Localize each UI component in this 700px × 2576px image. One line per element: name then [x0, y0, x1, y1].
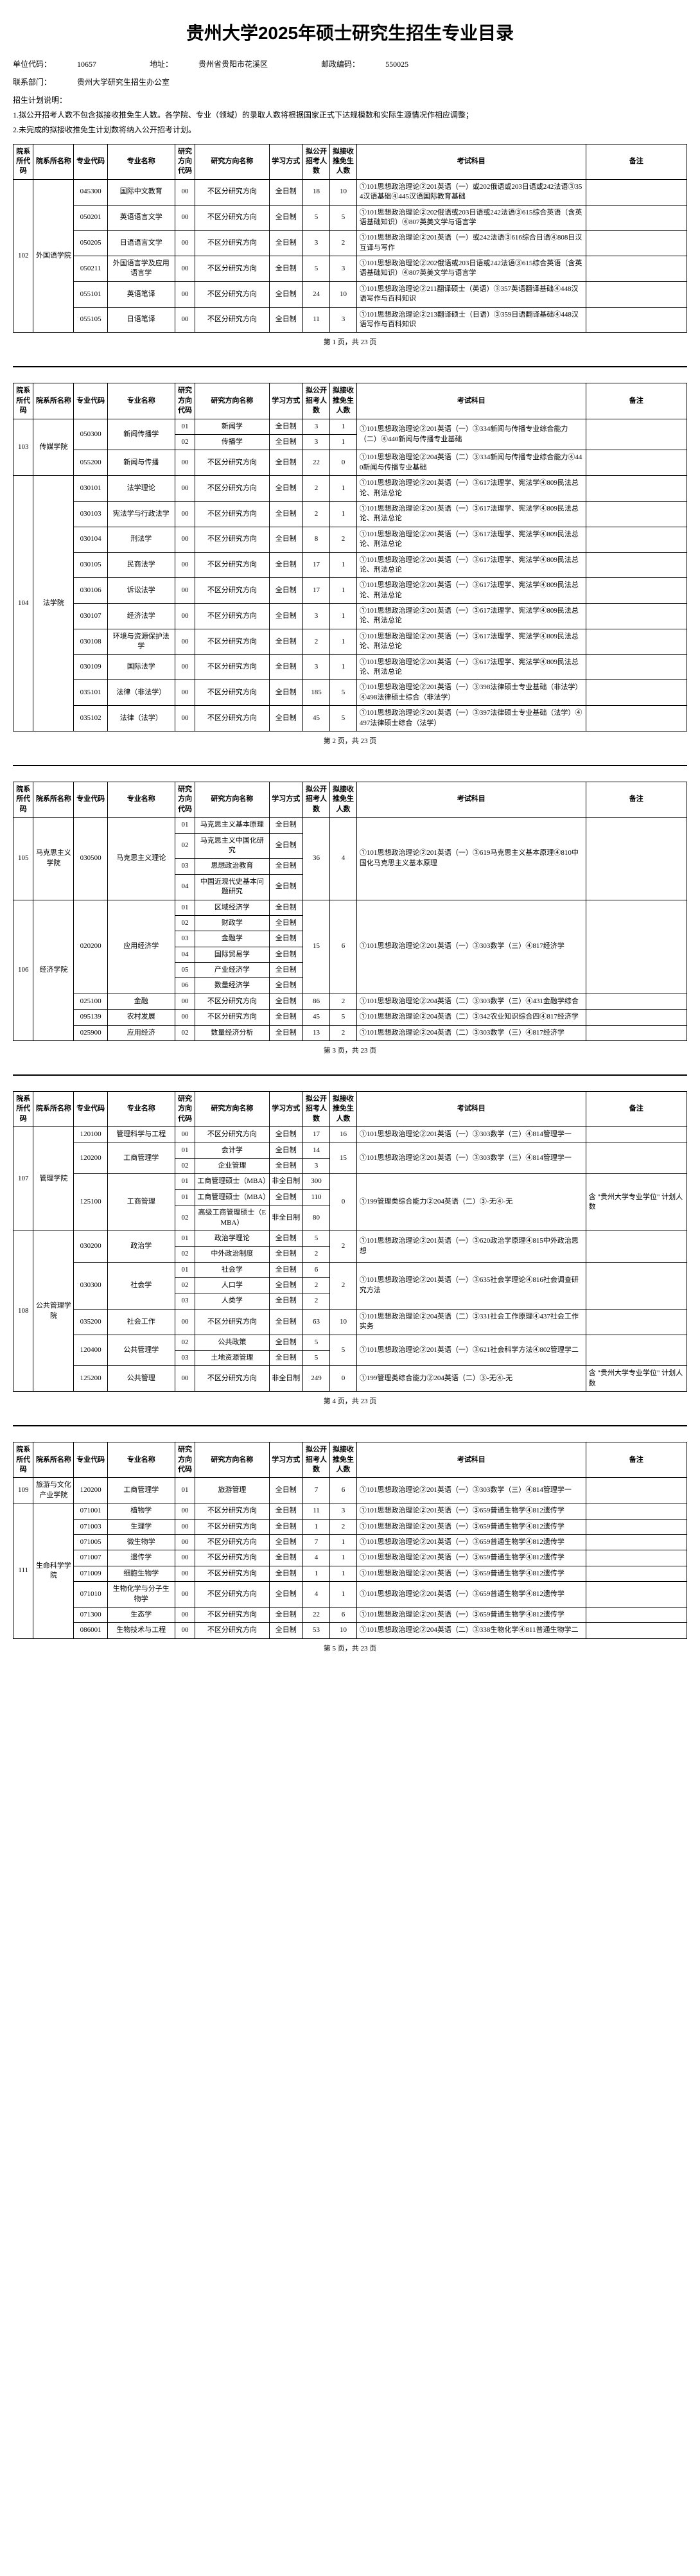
table-row: 109旅游与文化产业学院120200工商管理学01旅游管理全日制76①101思想… — [13, 1478, 687, 1503]
table-row: 125200公共管理00不区分研究方向非全日制2490①199管理类综合能力②2… — [13, 1366, 687, 1392]
table-row: 030106诉讼法学00不区分研究方向全日制171①101思想政治理论②201英… — [13, 578, 687, 604]
table-row: 035200社会工作00不区分研究方向全日制6310①101思想政治理论②204… — [13, 1309, 687, 1335]
table-row: 030103宪法学与行政法学00不区分研究方向全日制21①101思想政治理论②2… — [13, 501, 687, 527]
table-row: 120400公共管理学02公共政策全日制55①101思想政治理论②201英语（一… — [13, 1335, 687, 1350]
table-row: 086001生物技术与工程00不区分研究方向全日制5310①101思想政治理论②… — [13, 1623, 687, 1638]
table-head: 院系所代码院系所名称 专业代码专业名称 研究方向代码研究方向名称 学习方式拟公开… — [13, 144, 687, 179]
table-row: 050205日语语言文学00不区分研究方向全日制32①101思想政治理论②201… — [13, 231, 687, 256]
table-row: 120200工商管理学01会计学全日制1415①101思想政治理论②201英语（… — [13, 1143, 687, 1158]
table-row: 106经济学院020200应用经济学01区域经济学全日制156①101思想政治理… — [13, 900, 687, 915]
catalog-table-p3: 院系所代码院系所名称 专业代码专业名称 研究方向代码研究方向名称 学习方式拟公开… — [13, 782, 687, 1041]
table-row: 030105民商法学00不区分研究方向全日制171①101思想政治理论②201英… — [13, 552, 687, 578]
header-meta: 单位代码：10657 地址：贵州省贵阳市花溪区 邮政编码：550025 — [13, 58, 687, 72]
table-row: 055105日语笔译00不区分研究方向全日制113①101思想政治理论②213翻… — [13, 307, 687, 333]
table-row: 025100金融00不区分研究方向全日制862①101思想政治理论②204英语（… — [13, 994, 687, 1009]
catalog-table-p5: 院系所代码院系所名称 专业代码专业名称 研究方向代码研究方向名称 学习方式拟公开… — [13, 1442, 687, 1638]
catalog-table-p2: 院系所代码院系所名称 专业代码专业名称 研究方向代码研究方向名称 学习方式拟公开… — [13, 383, 687, 732]
table-row: 071005微生物学00不区分研究方向全日制71①101思想政治理论②201英语… — [13, 1534, 687, 1550]
table-row: 125100工商管理01工商管理硕士（MBA）非全日制3000①199管理类综合… — [13, 1174, 687, 1189]
table-row: 095139农村发展00不区分研究方向全日制455①101思想政治理论②204英… — [13, 1010, 687, 1025]
table-row: 071003生理学00不区分研究方向全日制12①101思想政治理论②201英语（… — [13, 1519, 687, 1534]
table-row: 050201英语语言文学00不区分研究方向全日制55①101思想政治理论②202… — [13, 205, 687, 231]
table-row: 104法学院030101法学理论00不区分研究方向全日制21①101思想政治理论… — [13, 476, 687, 502]
table-row: 105马克思主义学院030500马克思主义理论01马克思主义基本原理全日制364… — [13, 818, 687, 833]
pager: 第 1 页，共 23 页 — [13, 337, 687, 347]
table-row: 108公共管理学院030200政治学01政治学理论全日制52①101思想政治理论… — [13, 1231, 687, 1246]
table-row: 107管理学院120100管理科学与工程00不区分研究方向全日制1716①101… — [13, 1127, 687, 1143]
table-row: 055101英语笔译00不区分研究方向全日制2410①101思想政治理论②211… — [13, 281, 687, 307]
doc-title: 贵州大学2025年硕士研究生招生专业目录 — [13, 19, 687, 45]
table-row: 050211外国语言学及应用语言学00不区分研究方向全日制53①101思想政治理… — [13, 256, 687, 282]
explain-block: 招生计划说明： 1.拟公开招考人数不包含拟接收推免生人数。各学院、专业（领域）的… — [13, 93, 687, 137]
table-row: 071007遗传学00不区分研究方向全日制41①101思想政治理论②201英语（… — [13, 1550, 687, 1566]
table-row: 025900应用经济02数量经济分析全日制132①101思想政治理论②204英语… — [13, 1025, 687, 1040]
catalog-table-p1: 院系所代码院系所名称 专业代码专业名称 研究方向代码研究方向名称 学习方式拟公开… — [13, 144, 687, 333]
table-row: 055200新闻与传播00不区分研究方向全日制220①101思想政治理论②204… — [13, 450, 687, 476]
catalog-table-p4: 院系所代码院系所名称 专业代码专业名称 研究方向代码研究方向名称 学习方式拟公开… — [13, 1091, 687, 1392]
header-contact: 联系部门：贵州大学研究生招生办公室 — [13, 76, 687, 90]
table-row: 111生命科学学院071001植物学00不区分研究方向全日制113①101思想政… — [13, 1503, 687, 1519]
table-row: 030107经济法学00不区分研究方向全日制31①101思想政治理论②201英语… — [13, 604, 687, 629]
table-row: 030300社会学01社会学全日制62①101思想政治理论②201英语（一）③6… — [13, 1262, 687, 1277]
table-row: 030108环境与资源保护法学00不区分研究方向全日制21①101思想政治理论②… — [13, 629, 687, 654]
table-row: 035101法律（非法学）00不区分研究方向全日制1855①101思想政治理论②… — [13, 680, 687, 706]
table-row: 071010生物化学与分子生物学00不区分研究方向全日制41①101思想政治理论… — [13, 1582, 687, 1608]
document-page: 贵州大学2025年硕士研究生招生专业目录 单位代码：10657 地址：贵州省贵阳… — [0, 0, 700, 1685]
table-row: 035102法律（法学）00不区分研究方向全日制455①101思想政治理论②20… — [13, 706, 687, 732]
table-row: 103传媒学院050300新闻传播学01新闻学全日制31①101思想政治理论②2… — [13, 419, 687, 434]
table-row: 030109国际法学00不区分研究方向全日制31①101思想政治理论②201英语… — [13, 654, 687, 680]
table-row: 030104刑法学00不区分研究方向全日制82①101思想政治理论②201英语（… — [13, 527, 687, 552]
table-row: 071300生态学00不区分研究方向全日制226①101思想政治理论②201英语… — [13, 1607, 687, 1622]
page-separator — [13, 366, 687, 367]
table-row: 071009细胞生物学00不区分研究方向全日制11①101思想政治理论②201英… — [13, 1566, 687, 1581]
table-row: 102外国语学院045300国际中文教育00不区分研究方向全日制1810①101… — [13, 179, 687, 205]
